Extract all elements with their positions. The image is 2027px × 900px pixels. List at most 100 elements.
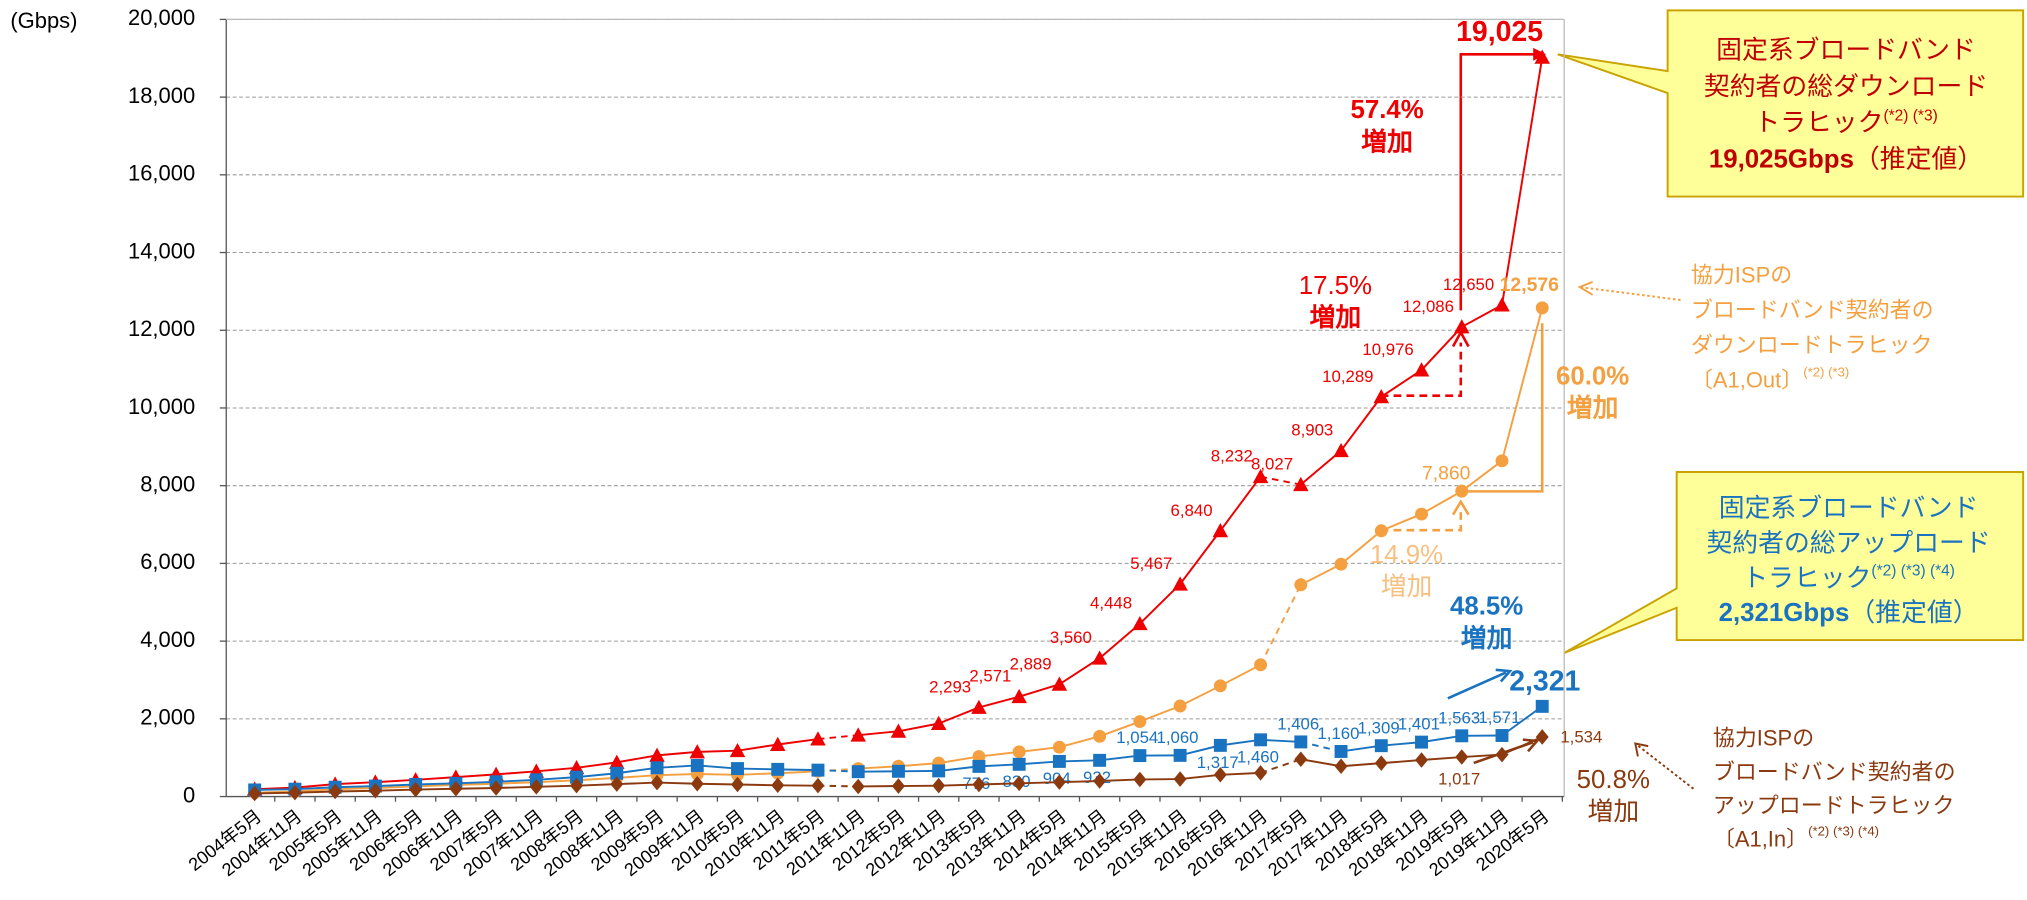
- y-tick-label: 12,000: [128, 316, 195, 341]
- line-segment: [616, 754, 658, 764]
- line-segment: [1380, 369, 1423, 398]
- line-segment: [938, 765, 980, 772]
- marker: [1333, 442, 1349, 458]
- annotation: 60.0%: [1556, 362, 1629, 390]
- marker: [650, 761, 664, 775]
- y-tick-label: 20,000: [128, 5, 195, 30]
- line-segment: [657, 773, 698, 777]
- marker: [368, 782, 382, 799]
- marker: [1334, 557, 1348, 571]
- line-segment: [1099, 754, 1140, 762]
- marker: [1455, 729, 1469, 743]
- line-segment: [294, 786, 336, 791]
- marker: [1374, 739, 1388, 753]
- marker: [1213, 679, 1227, 693]
- callout-run: アップロードトラヒック: [1713, 793, 1955, 818]
- line-segment: [1179, 684, 1221, 707]
- data-label: 4,448: [1090, 594, 1132, 613]
- line-segment: [254, 791, 295, 795]
- line-segment: [1019, 781, 1060, 785]
- data-label: 12,576: [1500, 274, 1559, 296]
- marker: [811, 763, 825, 777]
- callout-text: 協力ISPの: [1713, 725, 1814, 750]
- annotation: 増加: [1567, 394, 1619, 423]
- line-segment: [616, 781, 658, 786]
- marker: [1012, 757, 1026, 771]
- y-tick-label: 18,000: [128, 83, 195, 108]
- data-label: 19,025: [1456, 16, 1543, 48]
- arrow-head: [1522, 738, 1540, 753]
- marker: [1294, 578, 1308, 592]
- line-segment: [1501, 307, 1544, 462]
- marker: [1252, 468, 1269, 484]
- annotation: 17.5%: [1299, 272, 1372, 300]
- marker: [1213, 738, 1227, 752]
- data-label: 12,650: [1443, 275, 1494, 294]
- marker: [771, 777, 785, 794]
- callout-text: 固定系ブロードバンド: [1719, 493, 1979, 522]
- callout-run: トラヒック: [1754, 109, 1883, 137]
- marker: [690, 759, 704, 772]
- line-segment: [1461, 304, 1503, 328]
- y-tick-label: 6,000: [140, 549, 195, 574]
- marker: [972, 776, 986, 793]
- line-segment: [616, 774, 658, 779]
- bracket: [1380, 342, 1463, 397]
- marker: [1093, 753, 1107, 767]
- marker: [1413, 362, 1430, 377]
- marker: [1535, 301, 1549, 315]
- line-segment: [1179, 744, 1221, 757]
- line-segment: [1260, 738, 1301, 743]
- callout-run: 協力ISPの: [1713, 725, 1814, 750]
- line-segment: [777, 738, 819, 746]
- line-segment: [496, 770, 537, 776]
- marker: [1415, 752, 1428, 768]
- marker: [1173, 748, 1187, 762]
- marker: [1052, 740, 1066, 754]
- data-label: 8,232: [1211, 447, 1253, 466]
- callout-run: 固定系ブロードバンド: [1716, 36, 1976, 65]
- callout-text: 契約者の総ダウンロード: [1704, 72, 1988, 101]
- data-label: 3,560: [1050, 628, 1092, 647]
- data-label: 5,467: [1130, 554, 1172, 573]
- data-label: 10,976: [1362, 340, 1413, 359]
- marker: [811, 777, 825, 794]
- marker: [1415, 735, 1428, 749]
- data-label: 1,160: [1317, 724, 1359, 743]
- line-segment: [415, 782, 456, 786]
- line-segment: [1501, 705, 1543, 737]
- marker: [1051, 676, 1068, 691]
- marker: [1212, 523, 1229, 538]
- line-segment: [1381, 759, 1422, 765]
- annotation: 増加: [1587, 797, 1639, 826]
- bracket: [1459, 53, 1543, 311]
- marker: [850, 727, 866, 742]
- marker: [1293, 476, 1309, 492]
- data-label: 2,889: [1010, 654, 1052, 673]
- marker: [810, 731, 826, 746]
- marker: [1052, 754, 1066, 768]
- marker: [489, 780, 503, 796]
- data-label: 1,017: [1438, 770, 1480, 789]
- callout-sup: (*2) (*3): [1803, 365, 1849, 380]
- marker: [932, 777, 946, 794]
- marker: [1495, 729, 1509, 742]
- marker: [1012, 745, 1026, 759]
- marker: [771, 762, 785, 776]
- line-segment: [616, 766, 658, 775]
- callout-text: 〔A1,In〕(*2) (*3) (*4): [1713, 824, 1879, 851]
- line-segment: [294, 783, 336, 789]
- line-segment: [737, 767, 778, 771]
- line-segment: [1421, 490, 1463, 515]
- marker: [1494, 297, 1510, 312]
- callout-run: ブロードバンド契約者の: [1713, 759, 1956, 784]
- line-segment: [1219, 476, 1262, 532]
- callout-text: 協力ISPの: [1691, 263, 1792, 288]
- line-segment: [375, 788, 416, 792]
- callout-run: 契約者の総アップロード: [1706, 528, 1990, 557]
- line-segment: [737, 743, 778, 752]
- line-segment: [375, 778, 416, 784]
- marker: [1172, 576, 1188, 591]
- marker: [731, 762, 744, 776]
